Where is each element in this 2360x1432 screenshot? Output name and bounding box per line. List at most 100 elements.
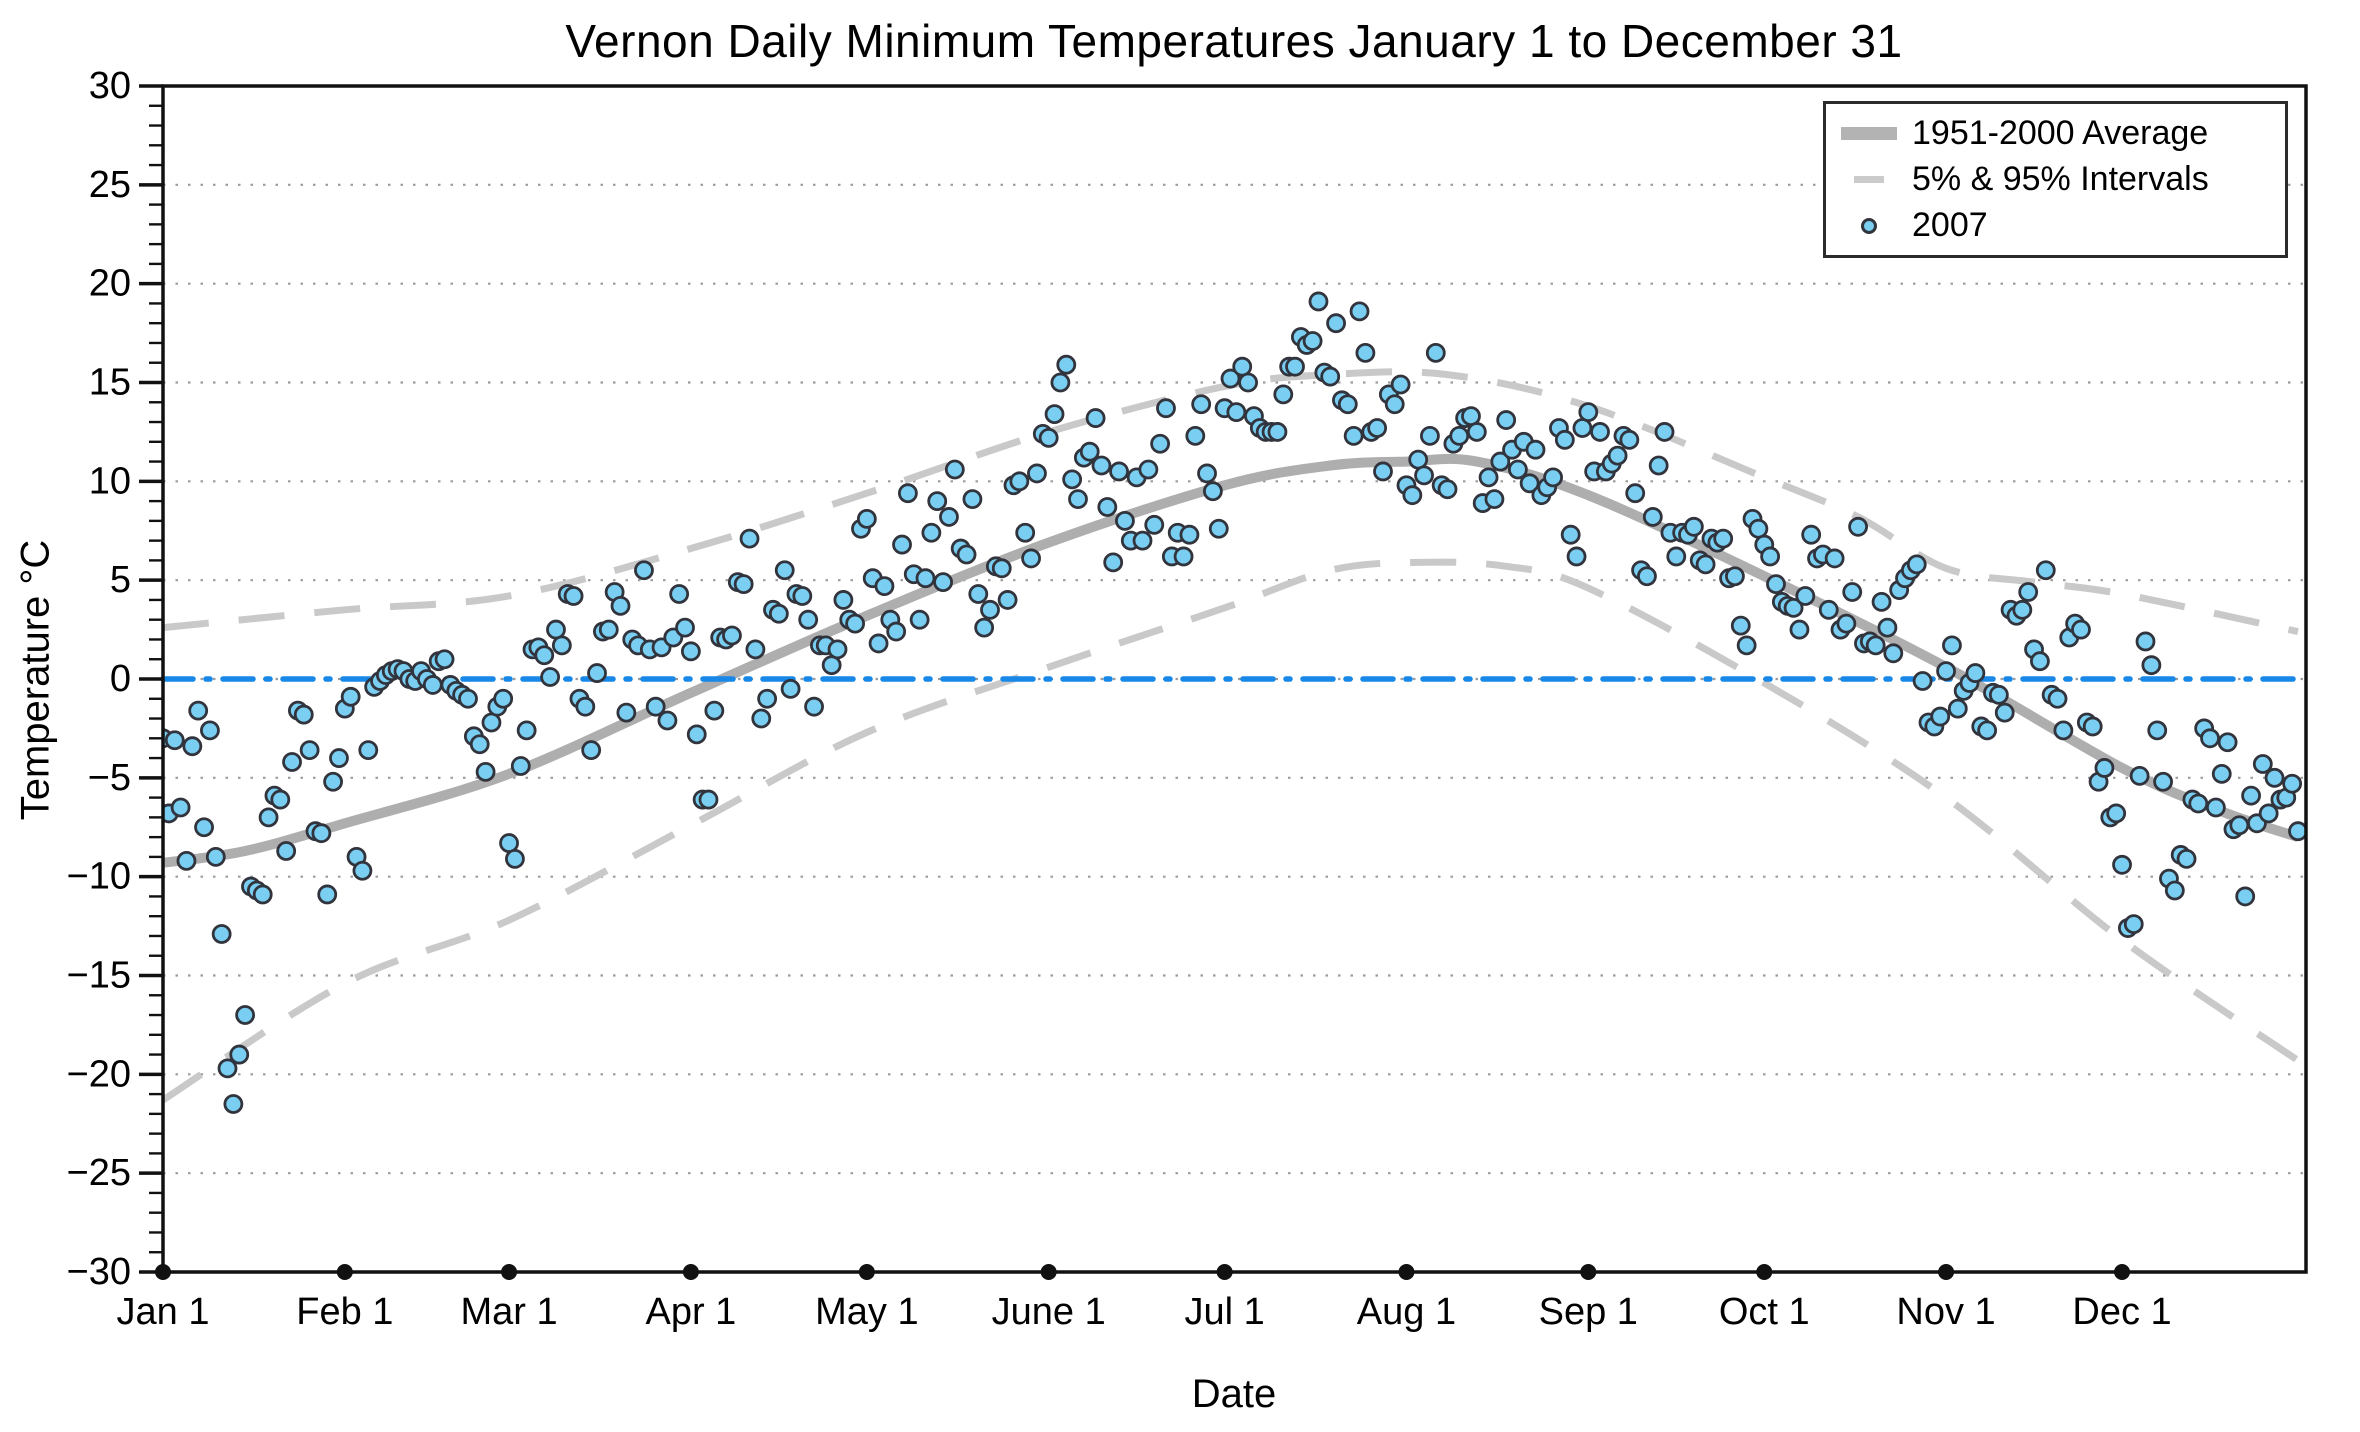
data-point <box>1554 429 1575 450</box>
data-point <box>722 625 742 646</box>
y-tick-label: 10 <box>89 460 131 502</box>
data-point <box>575 696 596 717</box>
data-point <box>1056 354 1077 375</box>
data-point <box>2188 793 2209 814</box>
data-point <box>1760 546 1781 567</box>
interval-line-swatch <box>1854 175 1884 183</box>
data-point <box>176 850 197 871</box>
data-point <box>974 617 995 638</box>
data-point <box>352 860 373 881</box>
data-point <box>1238 372 1258 393</box>
data-point <box>1906 554 1927 575</box>
data-point <box>1027 463 1047 484</box>
x-tick-label: Jan 1 <box>117 1291 210 1333</box>
data-point <box>804 696 824 717</box>
interval-lower-line <box>163 558 2300 1103</box>
data-point <box>933 572 953 593</box>
data-point <box>1877 617 1898 638</box>
data-point <box>1050 372 1071 393</box>
data-point <box>1079 441 1100 462</box>
average-line <box>163 453 2300 868</box>
x-tick-label: Mar 1 <box>460 1291 557 1333</box>
data-point <box>1068 489 1088 510</box>
data-point <box>329 748 349 768</box>
data-point <box>1648 455 1669 476</box>
data-point <box>2282 773 2303 794</box>
x-tick-label: Oct 1 <box>1719 1291 1810 1333</box>
data-point <box>1138 459 1159 480</box>
data-point <box>2135 631 2156 652</box>
data-point <box>1208 518 1229 539</box>
data-point <box>751 708 772 729</box>
data-point <box>1320 366 1341 387</box>
data-point <box>610 595 631 616</box>
data-point <box>686 724 707 745</box>
data-point <box>1590 422 1610 442</box>
x-tick-label: Jul 1 <box>1184 1291 1264 1333</box>
data-point <box>991 558 1012 579</box>
y-tick-label: −25 <box>67 1152 131 1194</box>
y-tick-label: −30 <box>67 1251 131 1293</box>
data-point <box>235 1005 256 1025</box>
data-point <box>2071 619 2091 640</box>
data-point <box>1666 546 1687 567</box>
data-point <box>739 528 760 549</box>
interval-upper-line <box>163 368 2299 635</box>
data-point <box>1425 342 1446 363</box>
data-point <box>1062 469 1083 490</box>
data-point <box>1988 684 2009 705</box>
data-point <box>270 789 291 810</box>
data-point <box>2288 821 2306 842</box>
data-point <box>1783 597 1804 618</box>
data-point <box>1525 439 1546 460</box>
data-point <box>956 544 977 565</box>
data-point <box>1115 510 1135 531</box>
data-point <box>856 508 877 529</box>
data-point <box>845 613 866 634</box>
data-point <box>1725 566 1745 587</box>
data-point <box>980 599 1000 620</box>
data-point <box>892 534 912 555</box>
data-point <box>2235 886 2256 907</box>
data-point <box>1519 473 1540 494</box>
data-point <box>704 700 725 721</box>
data-point <box>1560 524 1581 545</box>
data-point <box>551 635 572 656</box>
data-point <box>358 740 379 761</box>
data-point <box>898 483 918 504</box>
y-tick-label: −5 <box>88 757 131 799</box>
data-point <box>1543 467 1563 488</box>
data-point <box>2229 815 2250 836</box>
data-point <box>944 459 965 480</box>
data-point <box>657 710 678 731</box>
data-point <box>1789 619 1810 640</box>
data-point <box>211 924 232 944</box>
scatter-marker-swatch <box>1861 217 1877 234</box>
data-point <box>1437 479 1458 500</box>
legend-row-intervals: 5% & 95% Intervals <box>1826 156 2285 202</box>
data-point <box>540 667 561 687</box>
data-point <box>1637 566 1657 587</box>
data-point <box>680 641 701 662</box>
data-point <box>1384 394 1405 415</box>
data-point <box>1156 398 1176 419</box>
data-point <box>798 609 819 630</box>
data-point <box>909 609 930 630</box>
data-point <box>1607 445 1628 466</box>
month-dot <box>2114 1264 2131 1280</box>
month-dot <box>1938 1264 1955 1280</box>
data-point <box>1343 425 1364 446</box>
data-point <box>311 823 332 844</box>
data-point <box>2147 720 2168 741</box>
data-point <box>188 700 209 721</box>
data-point <box>299 740 320 761</box>
data-point <box>1496 410 1517 430</box>
data-point <box>1930 706 1951 727</box>
data-point <box>1490 451 1511 472</box>
data-point <box>293 704 314 725</box>
data-point <box>1326 313 1346 334</box>
data-point <box>469 734 490 755</box>
data-point <box>927 491 948 512</box>
